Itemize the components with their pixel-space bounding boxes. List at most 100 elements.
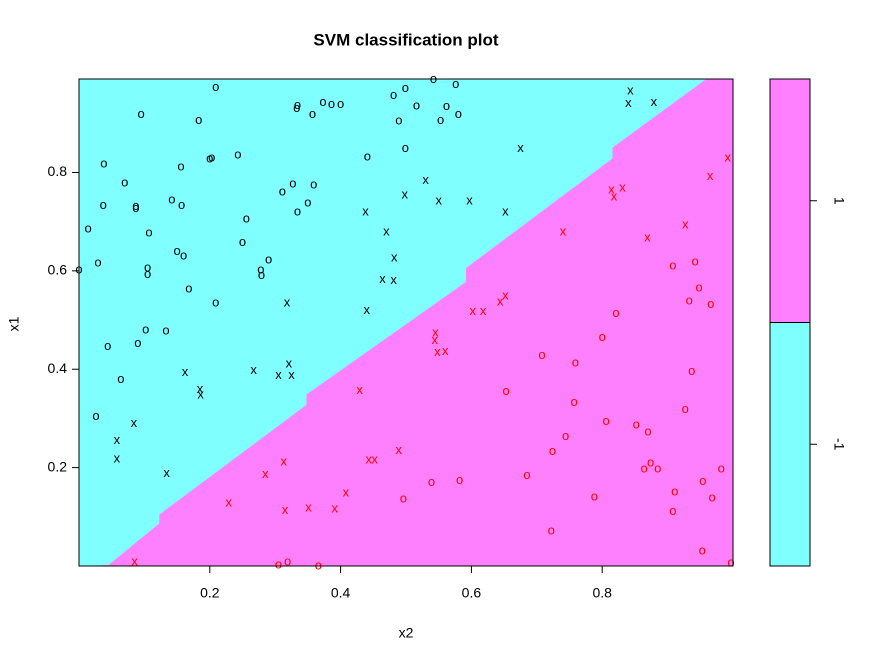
data-point: o bbox=[591, 489, 598, 504]
x-tick-label: 0.4 bbox=[331, 585, 351, 601]
data-point: x bbox=[627, 83, 634, 98]
y-tick-label: 0.2 bbox=[48, 458, 68, 474]
data-point: x bbox=[466, 192, 473, 207]
data-point: x bbox=[480, 303, 487, 318]
data-point: o bbox=[647, 455, 654, 470]
data-point: x bbox=[391, 249, 398, 264]
data-point: x bbox=[517, 140, 524, 155]
data-point: x bbox=[284, 294, 291, 309]
data-point: o bbox=[239, 234, 246, 249]
data-point: x bbox=[644, 229, 651, 244]
data-point: o bbox=[400, 491, 407, 506]
data-point: o bbox=[162, 322, 169, 337]
data-point: o bbox=[144, 266, 151, 281]
data-point: x bbox=[250, 362, 257, 377]
data-point: o bbox=[178, 197, 185, 212]
data-point: o bbox=[212, 79, 219, 94]
region bbox=[79, 79, 705, 566]
data-point: o bbox=[208, 150, 215, 165]
data-point: x bbox=[434, 344, 441, 359]
data-point: o bbox=[707, 296, 714, 311]
data-point: x bbox=[197, 387, 204, 402]
data-point: x bbox=[362, 204, 369, 219]
data-point: o bbox=[699, 473, 706, 488]
data-point: o bbox=[145, 224, 152, 239]
data-point: o bbox=[275, 556, 282, 571]
data-point: x bbox=[364, 302, 371, 317]
data-point: o bbox=[430, 71, 437, 86]
data-point: o bbox=[640, 461, 647, 476]
data-point: o bbox=[364, 149, 371, 164]
data-point: x bbox=[432, 324, 439, 339]
data-point: o bbox=[452, 76, 459, 91]
data-point: o bbox=[234, 147, 241, 162]
data-point: o bbox=[289, 176, 296, 191]
data-point: x bbox=[379, 271, 386, 286]
data-point: o bbox=[319, 94, 326, 109]
data-point: x bbox=[396, 442, 403, 457]
data-point: o bbox=[138, 106, 145, 121]
data-point: o bbox=[682, 401, 689, 416]
data-point: o bbox=[523, 467, 530, 482]
data-point: x bbox=[343, 485, 350, 500]
data-point: x bbox=[280, 454, 287, 469]
data-point: o bbox=[85, 220, 92, 235]
data-point: o bbox=[443, 98, 450, 113]
data-point: o bbox=[669, 503, 676, 518]
legend-swatch bbox=[769, 322, 811, 567]
data-point: o bbox=[395, 113, 402, 128]
data-point: o bbox=[132, 198, 139, 213]
data-point: o bbox=[691, 253, 698, 268]
data-point: o bbox=[718, 461, 725, 476]
data-point: o bbox=[168, 191, 175, 206]
data-point: x bbox=[619, 180, 626, 195]
data-point: o bbox=[538, 347, 545, 362]
data-point: o bbox=[315, 557, 322, 572]
data-point: x bbox=[651, 94, 658, 109]
data-point: o bbox=[92, 408, 99, 423]
data-point: o bbox=[612, 305, 619, 320]
data-point: x bbox=[435, 192, 442, 207]
data-point: o bbox=[294, 97, 301, 112]
plot-frame bbox=[78, 78, 734, 567]
data-point: o bbox=[258, 267, 265, 282]
data-point: x bbox=[331, 500, 338, 515]
data-point: x bbox=[131, 415, 138, 430]
data-point: o bbox=[654, 461, 661, 476]
data-point: o bbox=[134, 335, 141, 350]
data-point: o bbox=[304, 194, 311, 209]
data-point: o bbox=[695, 280, 702, 295]
data-point: o bbox=[265, 251, 272, 266]
y-tick-label: 0.4 bbox=[48, 360, 68, 376]
data-point: o bbox=[206, 151, 213, 166]
data-point: x bbox=[262, 466, 269, 481]
data-point: o bbox=[671, 484, 678, 499]
data-point: o bbox=[257, 261, 264, 276]
data-point: o bbox=[633, 417, 640, 432]
data-point: x bbox=[226, 494, 233, 509]
data-point: o bbox=[669, 257, 676, 272]
data-point: o bbox=[104, 338, 111, 353]
data-point: o bbox=[177, 158, 184, 173]
data-point: x bbox=[707, 168, 714, 183]
data-point: o bbox=[549, 443, 556, 458]
data-point: x bbox=[682, 217, 689, 232]
data-point: o bbox=[402, 80, 409, 95]
x-axis-label: x2 bbox=[399, 625, 414, 641]
data-point: o bbox=[686, 292, 693, 307]
data-point: x bbox=[502, 287, 509, 302]
y-tick-label: 0.8 bbox=[48, 163, 68, 179]
data-point: o bbox=[603, 413, 610, 428]
y-tick-label: 0.6 bbox=[48, 262, 68, 278]
data-point: o bbox=[173, 243, 180, 258]
data-point: o bbox=[456, 472, 463, 487]
data-point: o bbox=[455, 106, 462, 121]
data-point: x bbox=[502, 204, 509, 219]
chart-title: SVM classification plot bbox=[313, 30, 498, 49]
data-point: x bbox=[725, 150, 732, 165]
data-point: x bbox=[401, 187, 408, 202]
data-point: o bbox=[699, 543, 706, 558]
data-point: x bbox=[422, 172, 429, 187]
data-point: x bbox=[365, 452, 372, 467]
legend-swatch bbox=[769, 78, 811, 323]
